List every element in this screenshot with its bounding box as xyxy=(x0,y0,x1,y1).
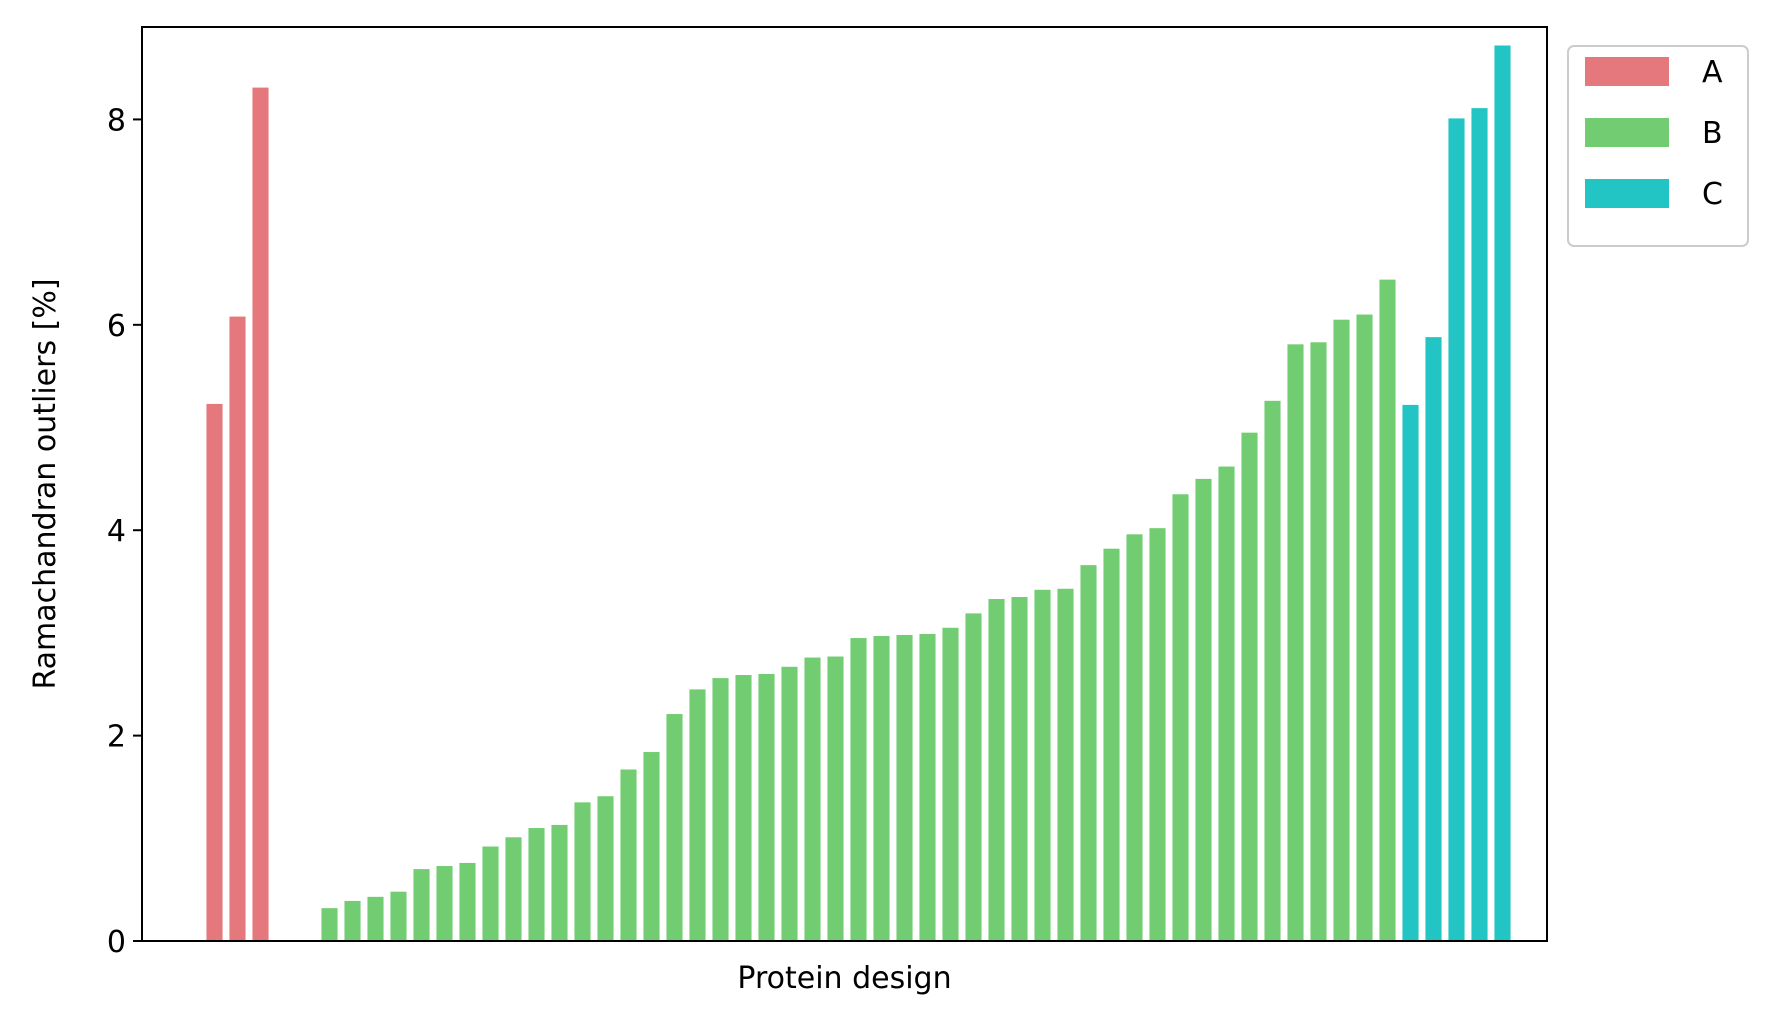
plot-area-frame xyxy=(141,26,1548,942)
bar-B-40 xyxy=(1218,466,1235,941)
bar-B-47 xyxy=(1379,279,1396,941)
bar-B-18 xyxy=(712,678,729,941)
bar-B-41 xyxy=(1241,432,1258,941)
y-tick-label-6: 6 xyxy=(107,309,126,344)
bar-B-28 xyxy=(942,627,959,941)
bar-B-26 xyxy=(896,634,913,941)
bar-C-2 xyxy=(1425,337,1442,941)
y-tick-label-0: 0 xyxy=(107,925,126,960)
bar-B-2 xyxy=(344,900,361,941)
bar-C-1 xyxy=(1402,404,1419,941)
y-axis-label: Ramachandran outliers [%] xyxy=(28,278,63,689)
bar-B-22 xyxy=(804,657,821,941)
bar-C-4 xyxy=(1471,108,1488,941)
bar-B-42 xyxy=(1264,400,1281,941)
bar-A-1 xyxy=(206,403,223,941)
legend-label-A: A xyxy=(1702,55,1723,90)
bar-B-10 xyxy=(528,828,545,941)
legend-swatch-A xyxy=(1585,57,1669,86)
y-tick-label-2: 2 xyxy=(107,720,126,755)
bars-layer xyxy=(206,45,1511,942)
bar-B-17 xyxy=(689,689,706,941)
bar-B-5 xyxy=(413,869,430,941)
bar-B-33 xyxy=(1057,588,1074,941)
bar-B-38 xyxy=(1172,494,1189,941)
bar-B-32 xyxy=(1034,589,1051,941)
bar-B-43 xyxy=(1287,344,1304,942)
bar-B-3 xyxy=(367,896,384,941)
bar-B-45 xyxy=(1333,319,1350,941)
bar-C-3 xyxy=(1448,118,1465,941)
bar-B-9 xyxy=(505,837,522,941)
bar-B-31 xyxy=(1011,596,1028,941)
bar-B-11 xyxy=(551,824,568,941)
legend-swatch-B xyxy=(1585,118,1669,147)
legend-swatch-C xyxy=(1585,179,1669,208)
bar-B-24 xyxy=(850,638,867,941)
bar-B-35 xyxy=(1103,548,1120,941)
bar-B-44 xyxy=(1310,342,1327,941)
bar-B-12 xyxy=(574,802,591,941)
bar-B-8 xyxy=(482,846,499,941)
x-axis-label: Protein design xyxy=(737,961,951,996)
bar-B-30 xyxy=(988,599,1005,941)
bar-B-27 xyxy=(919,633,936,941)
bar-B-39 xyxy=(1195,478,1212,941)
bar-B-20 xyxy=(758,673,775,941)
y-tick-label-8: 8 xyxy=(107,103,126,138)
bar-B-16 xyxy=(666,714,683,941)
bar-B-36 xyxy=(1126,534,1143,941)
legend-label-B: B xyxy=(1702,116,1723,151)
bar-B-21 xyxy=(781,666,798,941)
bar-B-25 xyxy=(873,635,890,941)
bar-C-5 xyxy=(1494,45,1511,942)
bar-B-13 xyxy=(597,796,614,941)
legend: ABC xyxy=(1567,45,1749,247)
bar-B-23 xyxy=(827,656,844,941)
y-axis: 0 2 4 6 8 xyxy=(107,103,142,960)
bar-B-29 xyxy=(965,613,982,941)
bar-A-3 xyxy=(252,87,269,942)
bar-B-7 xyxy=(459,862,476,941)
y-tick-label-4: 4 xyxy=(107,514,126,549)
bar-B-46 xyxy=(1356,314,1373,941)
bar-B-15 xyxy=(643,752,660,941)
bar-B-37 xyxy=(1149,528,1166,941)
bar-B-14 xyxy=(620,769,637,941)
bar-B-19 xyxy=(735,675,752,941)
bar-B-34 xyxy=(1080,565,1097,941)
bar-B-6 xyxy=(436,866,453,941)
bar-B-4 xyxy=(390,891,407,941)
legend-label-C: C xyxy=(1702,177,1723,212)
bar-B-1 xyxy=(321,908,338,941)
bar-A-2 xyxy=(229,316,246,942)
